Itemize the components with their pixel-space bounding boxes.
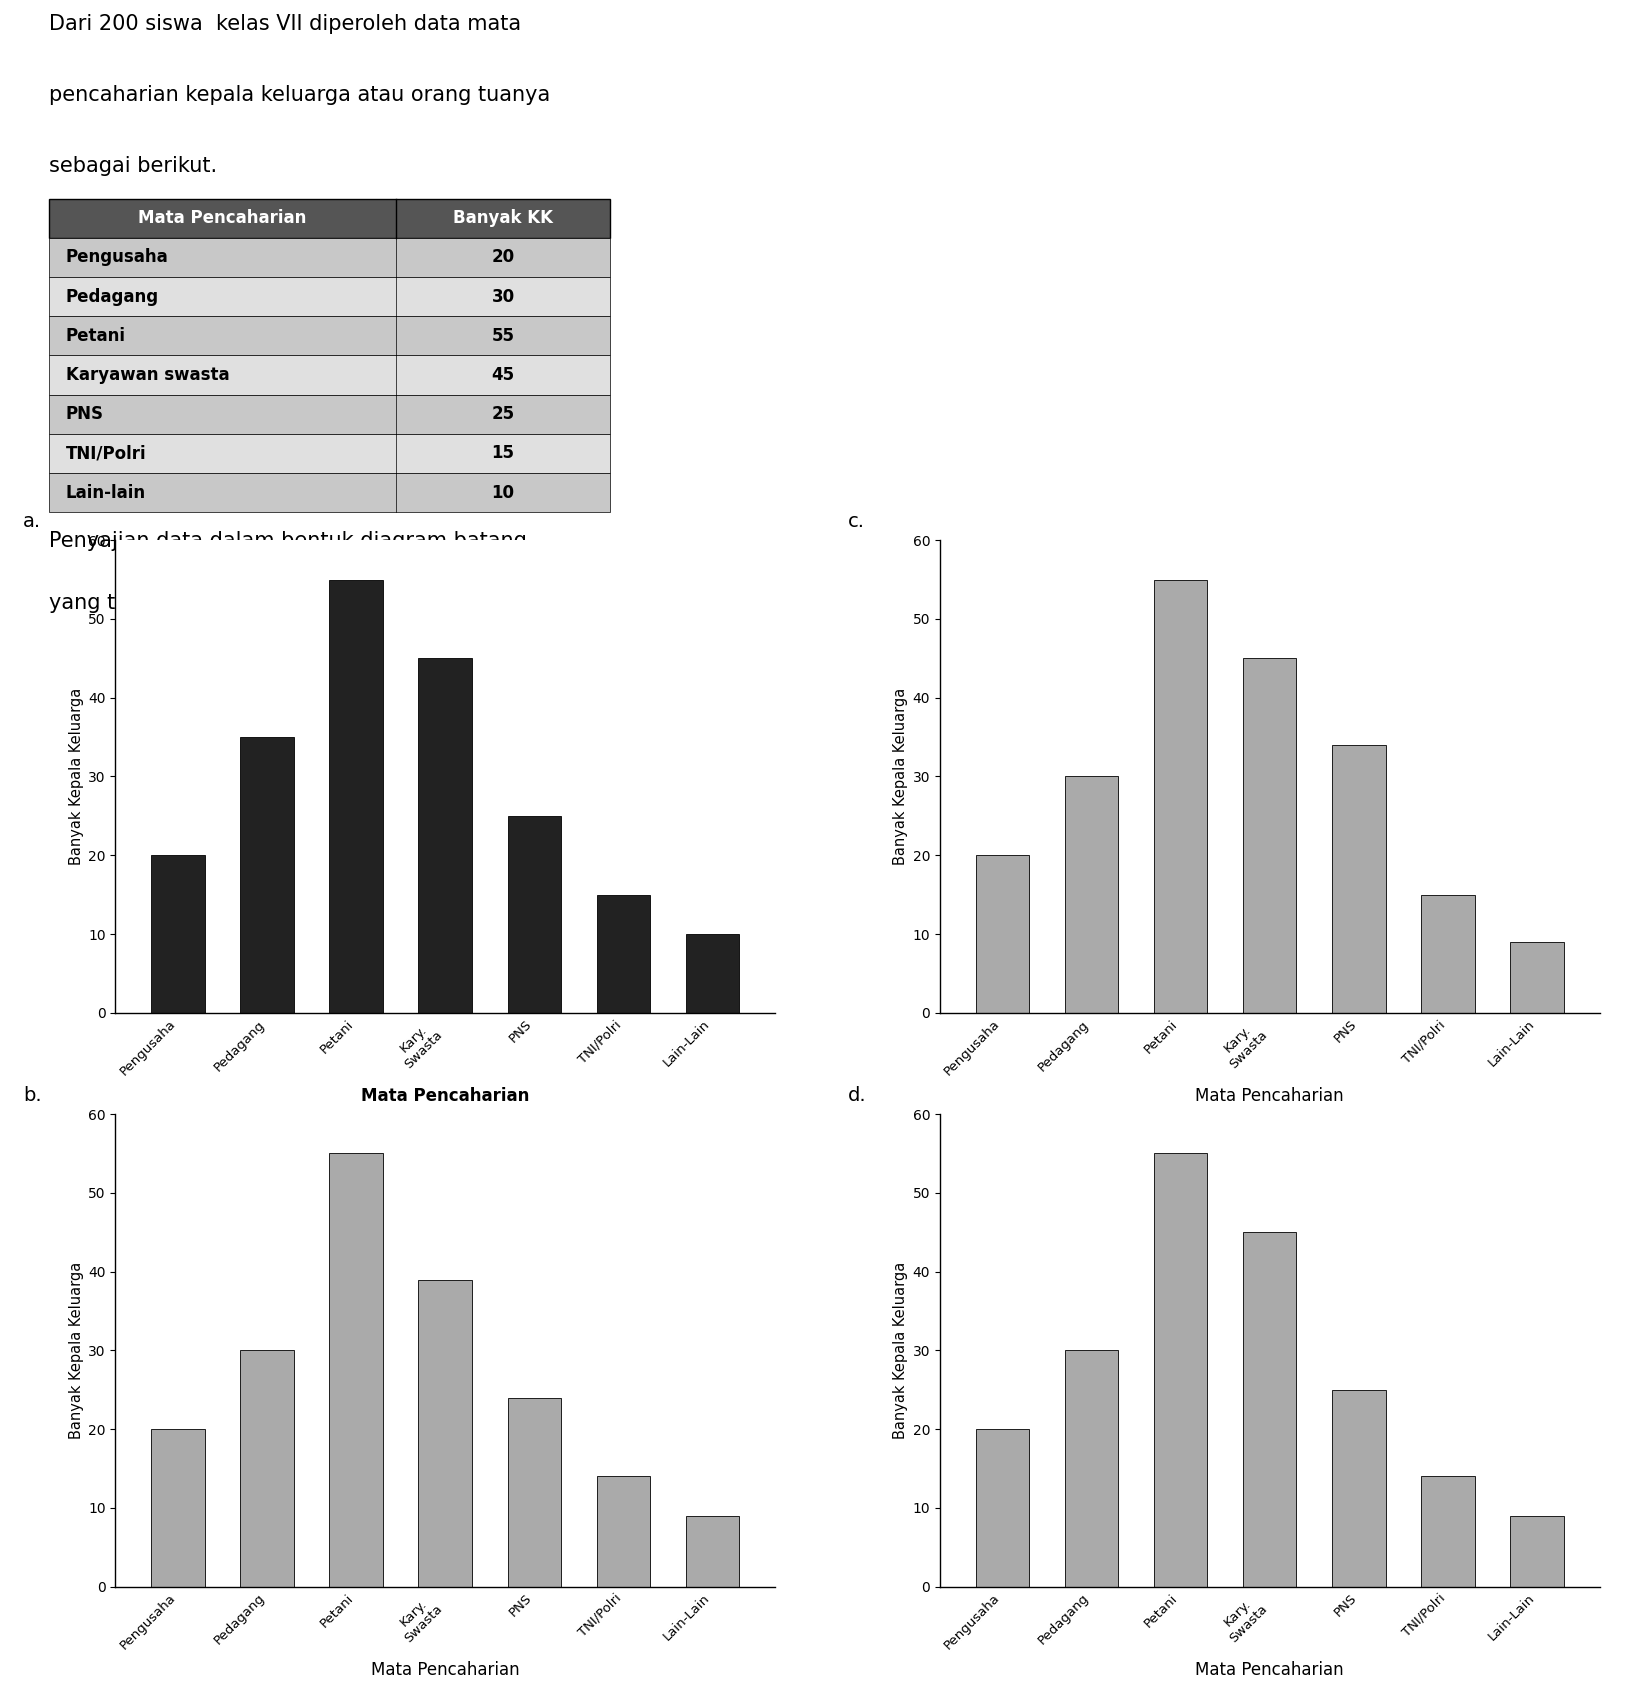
Bar: [1065, 776, 1117, 1013]
Bar: [1421, 1477, 1473, 1587]
Text: b.: b.: [23, 1085, 41, 1104]
Text: Lain-lain: Lain-lain: [66, 484, 147, 501]
Bar: [1332, 744, 1384, 1013]
Bar: [152, 1430, 204, 1587]
Bar: [49, 316, 610, 356]
Bar: [241, 1350, 293, 1587]
Text: 45: 45: [491, 366, 514, 385]
Text: Pedagang: Pedagang: [66, 287, 158, 306]
Bar: [152, 856, 204, 1013]
Text: 30: 30: [491, 287, 514, 306]
Bar: [597, 895, 649, 1013]
Bar: [1421, 895, 1473, 1013]
Bar: [49, 356, 610, 395]
Text: 15: 15: [491, 444, 514, 463]
Text: d.: d.: [847, 1085, 865, 1104]
Text: 10: 10: [491, 484, 514, 501]
Y-axis label: Banyak Kepala Keluarga: Banyak Kepala Keluarga: [69, 1261, 84, 1440]
Bar: [49, 473, 610, 513]
Text: sebagai berikut.: sebagai berikut.: [49, 155, 218, 176]
Text: Pengusaha: Pengusaha: [66, 248, 168, 267]
Bar: [686, 933, 738, 1013]
Y-axis label: Banyak Kepala Keluarga: Banyak Kepala Keluarga: [69, 687, 84, 866]
Bar: [49, 199, 610, 238]
Bar: [1510, 1516, 1562, 1587]
X-axis label: Mata Pencaharian: Mata Pencaharian: [1195, 1087, 1343, 1104]
Text: TNI/Polri: TNI/Polri: [66, 444, 147, 463]
Text: Petani: Petani: [66, 327, 125, 344]
Text: pencaharian kepala keluarga atau orang tuanya: pencaharian kepala keluarga atau orang t…: [49, 84, 550, 105]
Bar: [1332, 1389, 1384, 1587]
Bar: [1154, 1153, 1206, 1587]
Text: Banyak KK: Banyak KK: [453, 209, 552, 228]
X-axis label: Mata Pencaharian: Mata Pencaharian: [371, 1661, 519, 1678]
Bar: [419, 1280, 471, 1587]
Text: 55: 55: [491, 327, 514, 344]
Bar: [419, 658, 471, 1013]
Bar: [976, 856, 1028, 1013]
Bar: [49, 434, 610, 473]
Bar: [1243, 658, 1295, 1013]
Text: a.: a.: [23, 511, 41, 530]
Bar: [1065, 1350, 1117, 1587]
Bar: [686, 1516, 738, 1587]
Y-axis label: Banyak Kepala Keluarga: Banyak Kepala Keluarga: [893, 687, 908, 866]
Bar: [1243, 1232, 1295, 1587]
Text: Mata Pencaharian: Mata Pencaharian: [138, 209, 307, 228]
Text: Dari 200 siswa  kelas VII diperoleh data mata: Dari 200 siswa kelas VII diperoleh data …: [49, 14, 521, 34]
Text: 20: 20: [491, 248, 514, 267]
Bar: [49, 238, 610, 277]
Bar: [241, 738, 293, 1013]
Text: Penyajian data dalam bentuk diagram batang: Penyajian data dalam bentuk diagram bata…: [49, 532, 527, 552]
Bar: [508, 815, 560, 1013]
Bar: [330, 1153, 382, 1587]
Bar: [49, 395, 610, 434]
Y-axis label: Banyak Kepala Keluarga: Banyak Kepala Keluarga: [893, 1261, 908, 1440]
Bar: [976, 1430, 1028, 1587]
Bar: [508, 1398, 560, 1587]
Bar: [1510, 942, 1562, 1013]
Text: 25: 25: [491, 405, 514, 424]
Text: PNS: PNS: [66, 405, 104, 424]
X-axis label: Mata Pencaharian: Mata Pencaharian: [361, 1087, 529, 1104]
Bar: [330, 579, 382, 1013]
Text: Karyawan swasta: Karyawan swasta: [66, 366, 229, 385]
Bar: [49, 277, 610, 316]
Text: c.: c.: [847, 511, 864, 530]
Bar: [1154, 579, 1206, 1013]
Bar: [597, 1477, 649, 1587]
X-axis label: Mata Pencaharian: Mata Pencaharian: [1195, 1661, 1343, 1678]
Text: yang tepat adalah . . . .: yang tepat adalah . . . .: [49, 592, 293, 613]
